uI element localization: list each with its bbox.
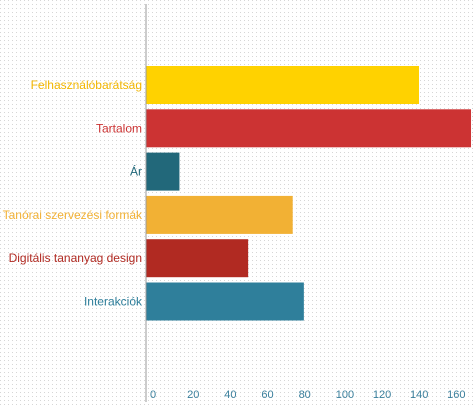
category-label-tartalom: Tartalom <box>96 121 142 135</box>
bar-tartalom <box>146 109 471 148</box>
x-tick-label: 100 <box>336 389 354 401</box>
bar-digitalis-tananyag-design <box>146 239 249 278</box>
bar-ar <box>146 152 180 191</box>
category-label-felhasznalobaratsag: Felhasználóbarátság <box>31 78 142 92</box>
x-tick-label: 20 <box>187 389 199 401</box>
x-tick-label: 140 <box>410 389 428 401</box>
category-label-tanorai-szervezesi-formak: Tanórai szervezési formák <box>3 208 143 222</box>
bar-tanorai-szervezesi-formak <box>146 195 293 234</box>
category-label-digitalis-tananyag-design: Digitális tananyag design <box>9 251 142 265</box>
category-label-interakciok: Interakciók <box>84 295 143 309</box>
bar-felhasznalobaratsag <box>146 66 419 104</box>
x-tick-label: 0 <box>150 389 156 401</box>
x-tick-label: 40 <box>224 389 236 401</box>
x-tick-label: 120 <box>373 389 391 401</box>
x-tick-label: 160 <box>447 389 465 401</box>
x-tick-label: 80 <box>299 389 311 401</box>
category-label-ar: Ár <box>130 164 142 179</box>
x-tick-label: 60 <box>261 389 273 401</box>
bar-interakciok <box>146 282 304 321</box>
